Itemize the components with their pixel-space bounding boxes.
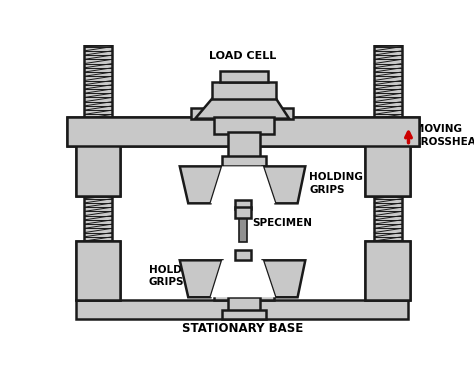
Polygon shape: [210, 166, 275, 203]
Polygon shape: [180, 166, 222, 203]
Text: LOAD CELL: LOAD CELL: [210, 51, 276, 61]
Bar: [374, 45, 401, 119]
Text: HOLDING
GRIPS: HOLDING GRIPS: [149, 265, 203, 287]
Polygon shape: [195, 99, 289, 119]
Bar: [66, 117, 419, 146]
Bar: [222, 156, 266, 166]
Bar: [239, 201, 247, 242]
Bar: [212, 81, 276, 99]
Text: STATIONARY BASE: STATIONARY BASE: [182, 321, 303, 335]
Bar: [76, 137, 120, 196]
Bar: [235, 207, 251, 218]
Text: SPECIMEN: SPECIMEN: [252, 218, 312, 229]
Bar: [76, 137, 120, 196]
Bar: [191, 108, 293, 119]
Bar: [214, 117, 273, 134]
Polygon shape: [210, 260, 275, 297]
Bar: [66, 117, 419, 146]
Bar: [365, 241, 410, 299]
Bar: [365, 241, 410, 299]
Bar: [220, 71, 268, 81]
Polygon shape: [263, 260, 305, 297]
Bar: [365, 137, 410, 196]
Polygon shape: [180, 260, 222, 297]
Bar: [228, 133, 260, 157]
Polygon shape: [263, 166, 305, 203]
Bar: [84, 196, 112, 241]
Bar: [76, 241, 120, 299]
Bar: [228, 297, 260, 311]
Text: HOLDING
GRIPS: HOLDING GRIPS: [309, 172, 363, 194]
Bar: [374, 196, 401, 241]
Bar: [214, 276, 273, 299]
Bar: [374, 241, 401, 299]
Bar: [76, 299, 409, 319]
Bar: [76, 241, 120, 299]
Bar: [235, 200, 251, 210]
Bar: [235, 250, 251, 260]
Bar: [365, 137, 410, 196]
Bar: [84, 45, 112, 119]
Text: MOVING
CROSSHEAD: MOVING CROSSHEAD: [414, 124, 474, 147]
Bar: [84, 241, 112, 299]
Bar: [222, 310, 266, 319]
